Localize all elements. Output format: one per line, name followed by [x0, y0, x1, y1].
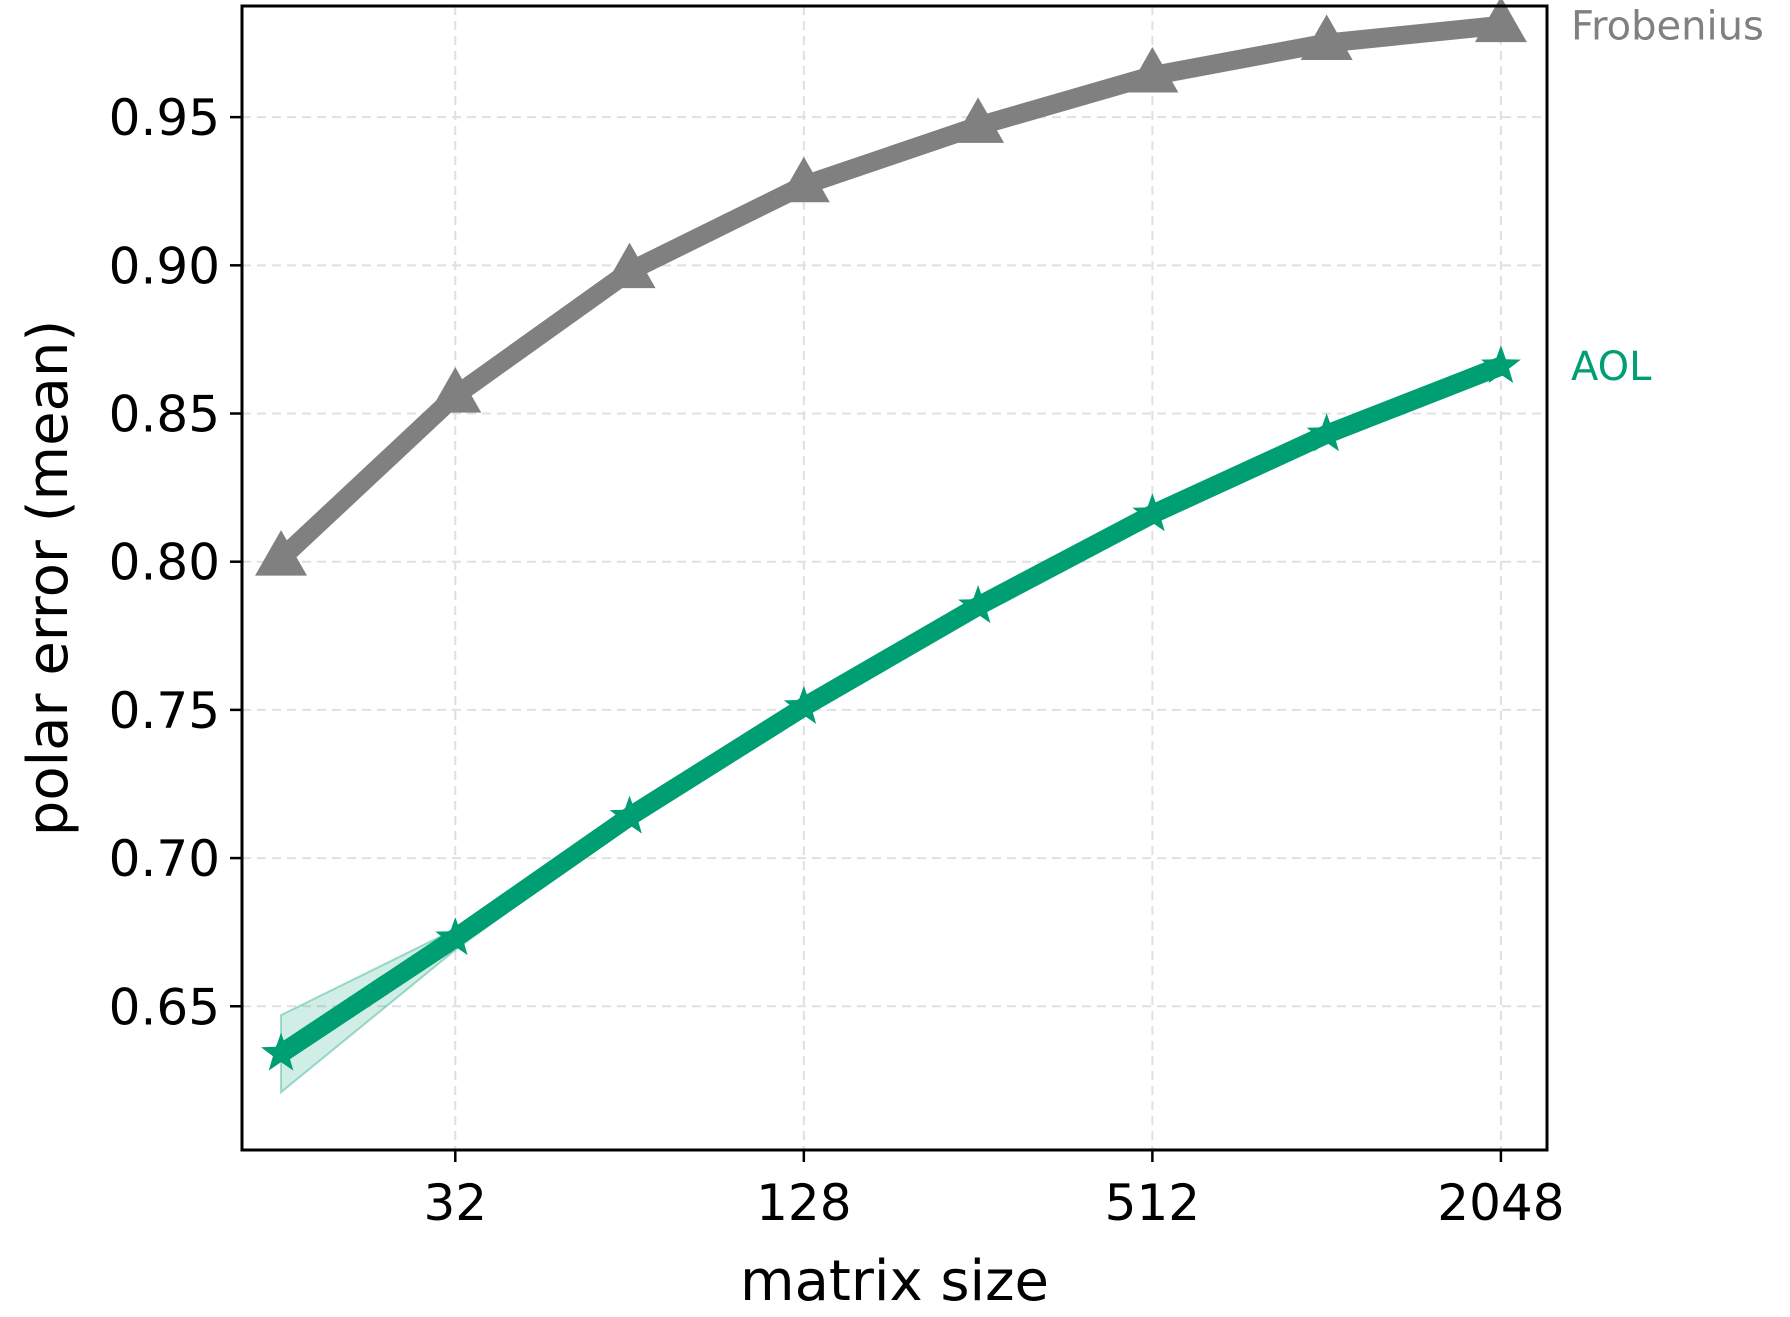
frobenius-point: [777, 156, 830, 203]
x-tick-label: 2048: [1437, 1174, 1564, 1232]
aol-point: [1306, 413, 1347, 452]
frobenius-point: [429, 367, 482, 413]
aol-series-label: AOL: [1571, 344, 1652, 390]
x-tick-label: 512: [1105, 1174, 1200, 1232]
series-markers: [255, 0, 1527, 1071]
y-tick-label: 0.65: [109, 978, 220, 1036]
frobenius-point: [952, 97, 1005, 143]
x-tick-label: 128: [756, 1174, 851, 1232]
frobenius-point: [1126, 47, 1179, 93]
y-tick-label: 0.85: [109, 386, 220, 444]
aol-point: [783, 685, 824, 724]
frobenius-point: [1474, 0, 1527, 43]
aol-point: [1480, 345, 1521, 384]
aol-point: [261, 1032, 301, 1071]
series-lines: [274, 15, 1505, 1062]
aol-point: [609, 795, 650, 834]
frobenius-point: [603, 242, 656, 289]
y-tick-label: 0.80: [109, 534, 220, 592]
y-tick-label: 0.75: [109, 682, 220, 740]
aol-point: [958, 585, 999, 624]
frobenius-series-label: Frobenius: [1571, 3, 1764, 49]
frobenius-line: [274, 15, 1502, 566]
y-axis-title: polar error (mean): [16, 320, 81, 836]
axis-ticks: 32 128 512 2048 0.65 0.70 0.75 0.80 0.85 0.90 0.95: [109, 89, 1565, 1232]
y-tick-label: 0.95: [109, 89, 220, 147]
frobenius-point: [255, 530, 308, 576]
x-tick-label: 32: [423, 1174, 487, 1232]
aol-point: [435, 917, 476, 956]
series-labels: Frobenius AOL: [1571, 3, 1764, 390]
aol-point: [1132, 493, 1173, 532]
frobenius-point: [1300, 14, 1353, 60]
y-tick-label: 0.70: [109, 830, 220, 888]
x-axis-title: matrix size: [740, 1249, 1049, 1314]
aol-line: [275, 357, 1505, 1062]
grid-lines: [242, 6, 1547, 1150]
y-tick-label: 0.90: [109, 237, 220, 295]
plot-frame: [240, 4, 1549, 1152]
